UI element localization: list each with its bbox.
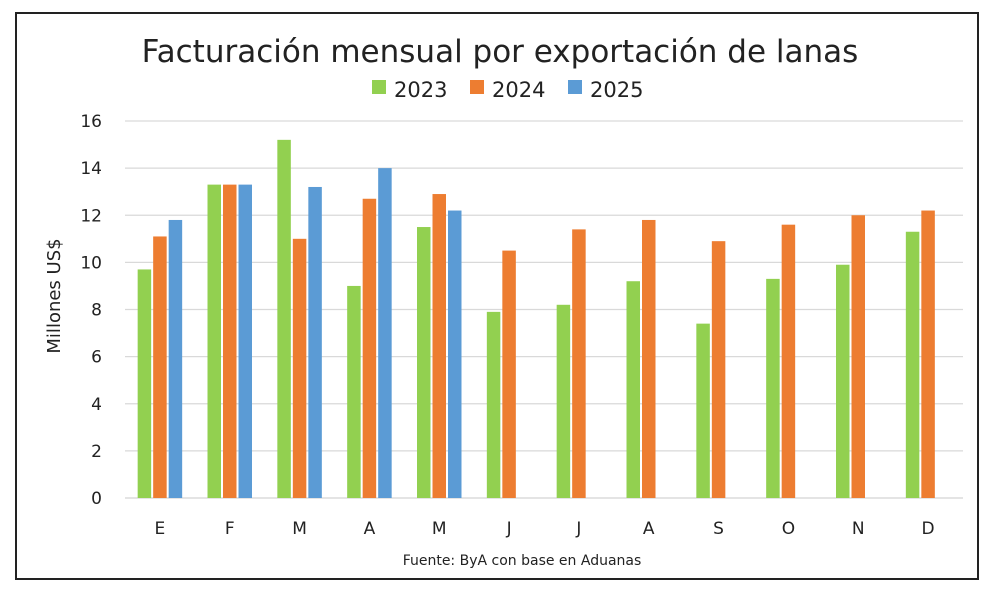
- bar-2024-7: [572, 229, 586, 498]
- x-tick-label: E: [155, 519, 166, 539]
- bars: [137, 139, 935, 499]
- x-tick-label: F: [225, 519, 235, 539]
- x-tick-label: J: [575, 519, 581, 539]
- x-tick-label: M: [432, 519, 447, 539]
- bar-2025-4: [378, 168, 392, 498]
- bar-2023-8: [626, 281, 640, 498]
- bar-2024-4: [362, 198, 377, 498]
- bar-2023-6: [486, 311, 501, 498]
- chart-title: Facturación mensual por exportación de l…: [142, 34, 859, 70]
- source-note: Fuente: ByA con base en Aduanas: [403, 553, 642, 569]
- bar-2024-3: [292, 238, 307, 498]
- bar-2024-1: [153, 236, 167, 499]
- y-tick-label: 14: [80, 159, 102, 179]
- y-tick-label: 2: [91, 442, 102, 462]
- y-tick-label: 10: [80, 253, 102, 273]
- y-tick-label: 6: [91, 348, 102, 368]
- x-tick-label: A: [643, 519, 655, 539]
- bar-2024-11: [851, 215, 865, 498]
- x-tick-label: M: [292, 519, 307, 539]
- bar-2023-2: [207, 184, 221, 498]
- x-tick-label: D: [922, 519, 935, 539]
- bar-2023-5: [417, 227, 431, 498]
- bar-2025-2: [238, 184, 252, 498]
- bar-2023-7: [556, 304, 571, 498]
- legend-swatch-2024: [470, 80, 484, 94]
- y-tick-label: 12: [80, 206, 102, 226]
- bar-2023-4: [347, 285, 361, 498]
- y-tick-label: 0: [91, 489, 102, 509]
- legend-label: 2024: [492, 78, 545, 102]
- x-tick-label: O: [782, 519, 795, 539]
- bar-2023-1: [137, 269, 152, 498]
- legend-label: 2023: [394, 78, 447, 102]
- bar-2023-12: [905, 231, 920, 498]
- bar-2025-5: [448, 210, 462, 498]
- bar-2024-9: [711, 241, 726, 498]
- bar-2023-9: [696, 323, 710, 498]
- bar-2024-2: [223, 184, 237, 498]
- y-tick-label: 16: [80, 112, 102, 132]
- x-tick-label: S: [713, 519, 724, 539]
- y-tick-label: 8: [91, 301, 102, 321]
- legend-label: 2025: [590, 78, 643, 102]
- bar-2023-10: [766, 278, 780, 498]
- bar-2023-3: [277, 139, 291, 498]
- bar-2024-12: [921, 210, 935, 498]
- y-tick-label: 4: [91, 395, 102, 415]
- bar-2024-8: [642, 219, 656, 498]
- bar-2025-3: [308, 186, 322, 498]
- x-tick-label: A: [364, 519, 376, 539]
- bar-2024-5: [432, 194, 446, 498]
- y-axis-ticks: 0 2 4 6 8 10 12 14 16: [80, 112, 102, 509]
- bar-2024-10: [781, 224, 796, 499]
- bar-2023-11: [836, 264, 850, 498]
- y-axis-label: Millones US$: [44, 238, 65, 353]
- legend: 2023 2024 2025: [372, 78, 643, 102]
- bar-2024-6: [502, 250, 516, 498]
- bar-2025-1: [168, 219, 183, 498]
- legend-swatch-2025: [568, 80, 582, 94]
- legend-swatch-2023: [372, 80, 386, 94]
- gridlines: [125, 120, 963, 499]
- x-tick-label: J: [506, 519, 512, 539]
- x-tick-label: N: [852, 519, 865, 539]
